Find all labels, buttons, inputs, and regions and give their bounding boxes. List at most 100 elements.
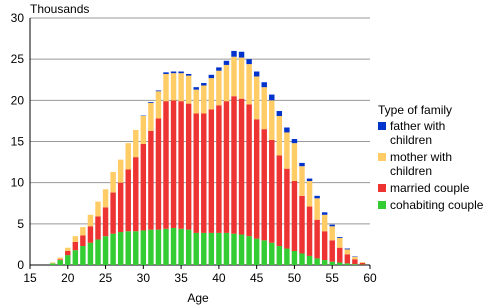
bar-segment [299, 195, 305, 254]
bar-segment [306, 181, 313, 207]
bar-segment [193, 232, 199, 265]
legend-swatch [378, 201, 386, 209]
legend-label: mother with children [390, 150, 453, 178]
bar-segment [231, 50, 237, 57]
bar-segment [306, 206, 313, 256]
bar-segment [269, 94, 275, 101]
x-axis-label: Age [187, 291, 209, 305]
y-tick-label: 30 [11, 11, 25, 25]
bar-segment [125, 143, 131, 170]
bar-segment [72, 250, 79, 265]
bar-segment [253, 238, 260, 265]
bar-segment [72, 236, 79, 242]
bar-segment [163, 101, 169, 229]
x-tick-label: 60 [363, 271, 377, 285]
bar-segment [269, 139, 275, 243]
bar-segment [170, 227, 177, 265]
bar-segment [344, 254, 351, 264]
y-tick-label: 20 [11, 93, 25, 107]
bar-segment [246, 59, 252, 65]
bar-segment [321, 212, 328, 215]
bar-segment [65, 247, 71, 252]
y-tick-label: 10 [11, 176, 25, 190]
bar-segment [155, 229, 162, 265]
bar-segment [148, 130, 154, 230]
bar-segment [344, 249, 351, 255]
bar-segment [87, 214, 94, 227]
bar-segment [344, 263, 351, 265]
bar-segment [329, 226, 335, 241]
bar-segment [284, 132, 290, 169]
bar-segment [117, 232, 124, 265]
bar-segment [261, 82, 267, 88]
bar-segment [284, 248, 290, 265]
legend-swatch [378, 184, 386, 192]
y-tick-label: 5 [17, 217, 24, 231]
y-tick-label: 0 [17, 258, 24, 272]
bar-segment [314, 198, 320, 220]
bar-segment [216, 232, 222, 265]
bar-segment [253, 119, 260, 239]
bar-segment [238, 98, 245, 235]
bar-segment [352, 259, 358, 265]
bar-segment [231, 233, 237, 265]
bar-segment [170, 100, 177, 228]
legend-label: cohabiting couple [390, 198, 484, 212]
bar-segment [291, 251, 298, 265]
bar-segment [231, 56, 237, 97]
bar-segment [49, 262, 56, 264]
bar-segment [314, 195, 320, 199]
legend-swatch [378, 153, 386, 161]
x-tick-label: 15 [23, 271, 37, 285]
bar-segment [246, 236, 252, 265]
bar-segment [140, 115, 147, 144]
bar-segment [216, 70, 222, 106]
bar-segment [155, 91, 162, 119]
bar-segment [57, 260, 63, 265]
legend-label: father with children [390, 119, 446, 147]
y-axis-label: Thousands [30, 2, 89, 16]
bar-segment [344, 248, 351, 250]
x-tick-label: 30 [137, 271, 151, 285]
bar-segment [291, 181, 298, 252]
bar-segment [95, 201, 101, 217]
bar-segment [87, 226, 94, 243]
bar-segment [117, 159, 124, 183]
bar-segment [276, 155, 283, 247]
bar-segment [87, 242, 94, 265]
bar-segment [329, 240, 335, 262]
bar-segment [253, 76, 260, 120]
bar-segment [238, 234, 245, 265]
bar-segment [49, 263, 56, 265]
bar-segment [178, 101, 184, 229]
bar-segment [321, 260, 328, 265]
bar-segment [337, 262, 343, 265]
bar-segment [253, 71, 260, 77]
bar-segment [170, 71, 177, 74]
bar-segment [201, 113, 207, 233]
bar-segment [337, 237, 343, 248]
bar-segment [352, 264, 358, 265]
bar-segment [163, 73, 169, 102]
legend-item: married couple [378, 181, 490, 195]
x-tick-label: 55 [326, 271, 340, 285]
bar-segment [65, 255, 71, 265]
bar-segment [299, 166, 305, 196]
bar-segment [148, 102, 154, 131]
bar-segment [314, 219, 320, 259]
bar-segment [72, 241, 79, 251]
bar-segment [284, 168, 290, 249]
bar-segment [178, 73, 184, 102]
bar-segment [269, 242, 275, 265]
bar-segment [261, 87, 267, 130]
bar-segment [306, 255, 313, 265]
x-tick-label: 25 [99, 271, 113, 285]
bar-segment [208, 109, 215, 233]
bar-segment [261, 240, 267, 265]
bar-segment [352, 256, 358, 260]
bar-segment [163, 228, 169, 265]
bar-segment [238, 57, 245, 99]
bar-segment [231, 96, 237, 234]
